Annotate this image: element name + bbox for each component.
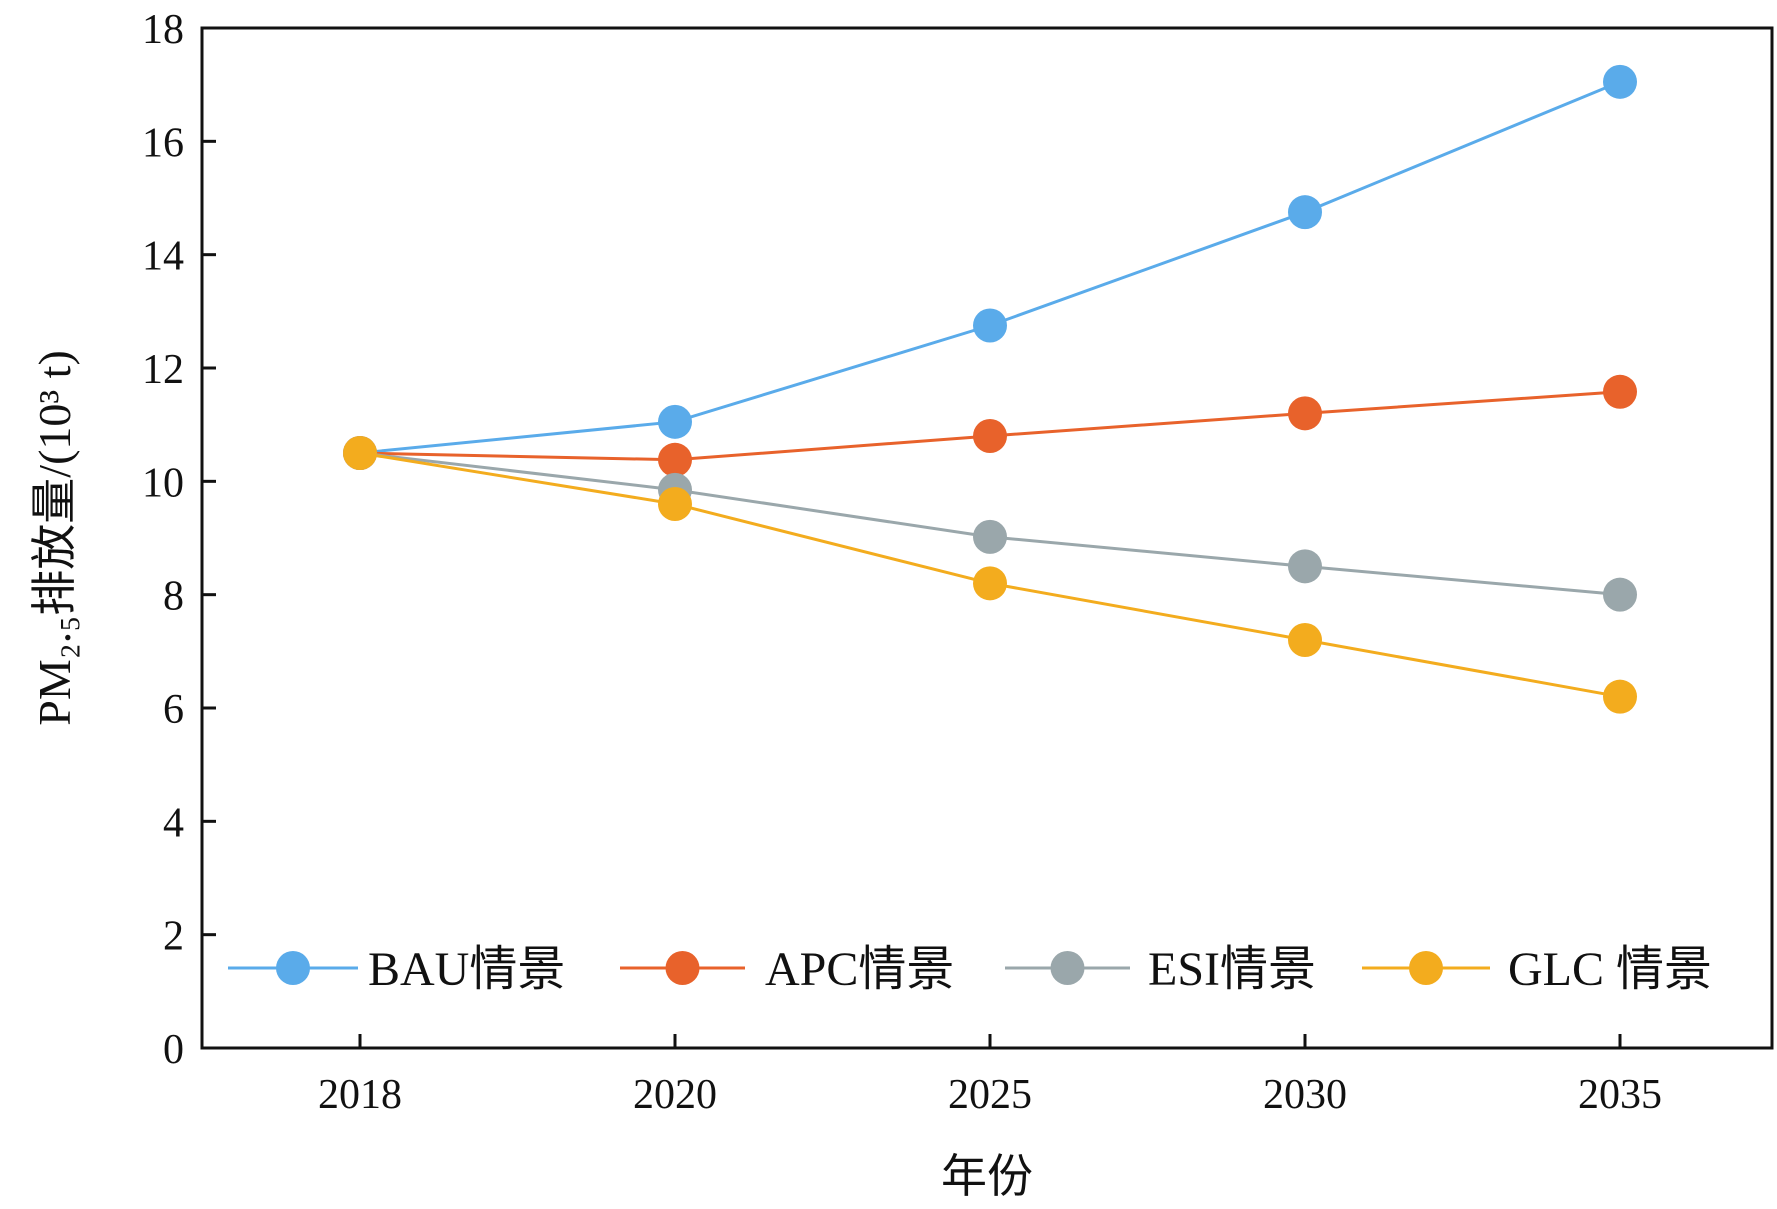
x-tick-label: 2025 <box>948 1072 1032 1118</box>
legend-marker <box>665 951 700 985</box>
y-axis-title: PM₂.₅排放量/(10³ t) <box>29 350 80 726</box>
y-tick-label: 10 <box>142 460 184 506</box>
y-tick-label: 12 <box>142 347 184 393</box>
y-tick-label: 4 <box>163 800 184 846</box>
x-tick-label: 2018 <box>318 1072 402 1118</box>
data-point <box>658 487 692 521</box>
y-tick-label: 18 <box>142 7 184 53</box>
data-point <box>1603 64 1637 99</box>
legend-marker <box>1409 951 1443 985</box>
legend-label: ESI情景 <box>1148 943 1316 996</box>
x-tick-label: 2020 <box>633 1072 717 1118</box>
series-line <box>359 80 1621 455</box>
series-1 <box>343 374 1637 477</box>
data-point <box>973 419 1007 453</box>
legend-label: GLC 情景 <box>1508 943 1712 996</box>
data-point <box>658 442 692 477</box>
legend-item: ESI情景 <box>1005 943 1316 996</box>
legend: BAU情景 APC情景 ESI情景 GLC 情景 <box>228 943 1712 996</box>
series-3 <box>343 436 1637 714</box>
legend-label: BAU情景 <box>368 943 565 996</box>
data-point <box>658 404 692 439</box>
y-tick-label: 6 <box>163 687 184 733</box>
data-point <box>1288 549 1322 584</box>
y-axis-ticks: 0 2 4 6 8 10 12 14 16 18 <box>142 7 216 1073</box>
data-point <box>973 308 1007 343</box>
x-tick-label: 2030 <box>1263 1072 1347 1118</box>
data-point <box>1288 623 1322 657</box>
data-point <box>1603 374 1637 409</box>
data-point <box>973 566 1007 601</box>
data-point <box>1288 396 1322 431</box>
x-tick-label: 2035 <box>1578 1072 1662 1118</box>
legend-item: GLC 情景 <box>1362 943 1712 996</box>
y-tick-label: 0 <box>163 1027 184 1073</box>
data-point <box>343 436 377 470</box>
data-point <box>1603 577 1637 612</box>
data-point <box>1288 195 1322 230</box>
legend-marker <box>1050 951 1085 985</box>
y-tick-label: 16 <box>142 120 184 166</box>
y-tick-label: 8 <box>163 574 184 620</box>
data-point <box>1603 679 1637 714</box>
plot-frame <box>200 26 1774 1050</box>
data-point <box>973 519 1007 554</box>
series-0 <box>343 64 1637 470</box>
y-tick-label: 2 <box>163 914 184 960</box>
x-axis-ticks: 2018 2020 2025 2030 2035 <box>318 1034 1662 1118</box>
legend-item: BAU情景 <box>228 943 565 996</box>
series-layer <box>343 64 1637 714</box>
y-tick-label: 14 <box>142 234 184 280</box>
x-axis-title: 年份 <box>941 1151 1033 1202</box>
legend-label: APC情景 <box>765 943 954 996</box>
legend-item: APC情景 <box>620 943 954 996</box>
legend-marker <box>276 951 310 985</box>
